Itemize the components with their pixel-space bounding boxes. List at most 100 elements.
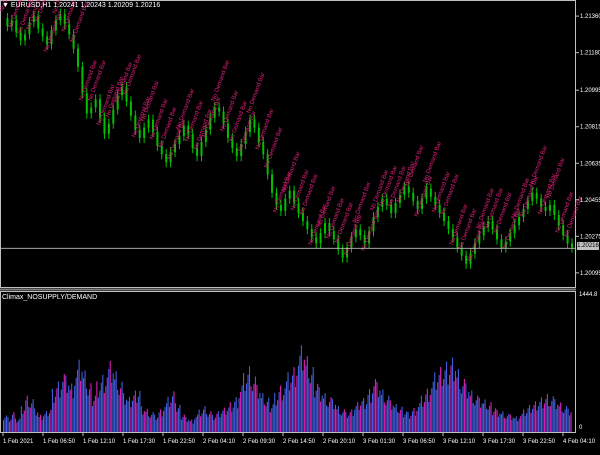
volume-bar bbox=[277, 400, 279, 432]
candle-body bbox=[478, 235, 481, 244]
volume-bar bbox=[214, 417, 216, 432]
volume-bar bbox=[97, 397, 99, 432]
volume-bar bbox=[154, 414, 156, 432]
volume-bar bbox=[502, 411, 504, 432]
volume-bar bbox=[494, 408, 497, 432]
candle-body bbox=[244, 131, 247, 144]
no-demand-bar-label: No Demand Bar bbox=[211, 60, 231, 102]
volume-bar bbox=[423, 401, 425, 432]
time-tick-label: 4 Feb 04:10 bbox=[563, 439, 596, 445]
candle-body bbox=[332, 231, 335, 240]
volume-bar bbox=[38, 416, 40, 432]
volume-bar bbox=[351, 409, 353, 432]
volume-bar bbox=[557, 404, 559, 432]
volume-bar bbox=[219, 417, 221, 432]
volume-bar bbox=[358, 409, 360, 432]
candle-body bbox=[28, 22, 31, 35]
candle-body bbox=[513, 225, 516, 234]
volume-bar bbox=[231, 411, 233, 432]
candle-body bbox=[240, 143, 243, 157]
volume-bar bbox=[275, 405, 277, 432]
volume-bar bbox=[438, 375, 440, 432]
volume-bar bbox=[168, 407, 171, 432]
volume-bar bbox=[194, 419, 196, 432]
candle-body bbox=[398, 194, 401, 203]
candle-body bbox=[262, 141, 265, 155]
candle-body bbox=[346, 247, 349, 258]
volume-bar bbox=[103, 393, 105, 432]
candle-body bbox=[235, 148, 238, 157]
volume-bar bbox=[235, 397, 237, 432]
volume-bar bbox=[389, 400, 391, 432]
no-demand-bar-label: No Demand Bar bbox=[361, 210, 381, 252]
candle-body bbox=[253, 119, 256, 128]
candle-body bbox=[390, 204, 393, 213]
volume-bar bbox=[176, 411, 178, 432]
volume-bar bbox=[174, 403, 176, 432]
volume-bar bbox=[142, 414, 144, 432]
volume-bar bbox=[160, 409, 162, 432]
volume-bar bbox=[87, 395, 89, 432]
candle-body bbox=[231, 137, 234, 149]
volume-bar bbox=[416, 410, 418, 432]
volume-bar bbox=[173, 391, 175, 432]
candle-body bbox=[540, 198, 543, 207]
volume-bar bbox=[449, 375, 451, 432]
volume-bar bbox=[213, 419, 215, 432]
candle-body bbox=[548, 204, 551, 211]
volume-bar bbox=[265, 406, 267, 432]
volume-bar bbox=[22, 413, 24, 432]
volume-bar bbox=[401, 406, 403, 432]
time-tick-label: 1 Feb 22:50 bbox=[163, 439, 196, 445]
candle-body bbox=[381, 198, 384, 207]
candle-body bbox=[68, 24, 71, 35]
candle-body bbox=[297, 202, 300, 213]
volume-bar bbox=[280, 385, 282, 432]
volume-bar bbox=[342, 412, 344, 432]
volume-bar bbox=[364, 408, 366, 432]
volume-bar bbox=[552, 396, 554, 432]
volume-bar bbox=[124, 404, 126, 432]
volume-bar bbox=[349, 412, 351, 432]
volume-bar bbox=[371, 393, 374, 432]
volume-bar bbox=[377, 397, 379, 432]
volume-bar bbox=[376, 381, 378, 432]
candle-body bbox=[323, 223, 326, 234]
volume-bar bbox=[243, 373, 245, 432]
candle-body bbox=[553, 204, 556, 216]
volume-bar bbox=[315, 390, 317, 432]
volume-bar bbox=[37, 412, 39, 432]
volume-bar bbox=[130, 407, 132, 432]
candle-body bbox=[518, 217, 521, 226]
candle-body bbox=[284, 198, 287, 211]
candle-body bbox=[165, 154, 168, 163]
volume-bar bbox=[478, 397, 480, 432]
volume-bar bbox=[125, 399, 128, 432]
volume-bar bbox=[437, 382, 439, 432]
candle-body bbox=[107, 123, 110, 134]
price-tick-label: 1.20635 bbox=[580, 161, 600, 167]
candle-body bbox=[32, 16, 35, 23]
volume-bar bbox=[397, 412, 399, 432]
volume-bar bbox=[81, 371, 83, 432]
volume-bar bbox=[426, 388, 428, 432]
volume-bar bbox=[388, 395, 390, 432]
volume-bar bbox=[206, 413, 208, 432]
volume-bar bbox=[287, 372, 289, 432]
volume-bar bbox=[392, 405, 394, 432]
candle-body bbox=[500, 239, 503, 248]
candle-body bbox=[54, 20, 57, 31]
volume-bar bbox=[248, 366, 251, 432]
volume-bar bbox=[518, 418, 520, 432]
volume-bar bbox=[210, 411, 212, 432]
volume-bar bbox=[88, 389, 91, 432]
candle-body bbox=[63, 14, 66, 25]
volume-bar bbox=[183, 414, 185, 432]
volume-bar bbox=[539, 401, 541, 432]
volume-bar bbox=[312, 366, 314, 432]
volume-bar bbox=[367, 394, 369, 432]
time-tick-label: 1 Feb 2021 bbox=[3, 439, 34, 445]
symbol-header: ▼ EURUSD,H1 1.20241 1.20243 1.20209 1.20… bbox=[2, 2, 161, 9]
